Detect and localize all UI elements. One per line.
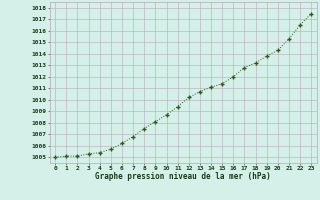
X-axis label: Graphe pression niveau de la mer (hPa): Graphe pression niveau de la mer (hPa) (95, 172, 271, 181)
